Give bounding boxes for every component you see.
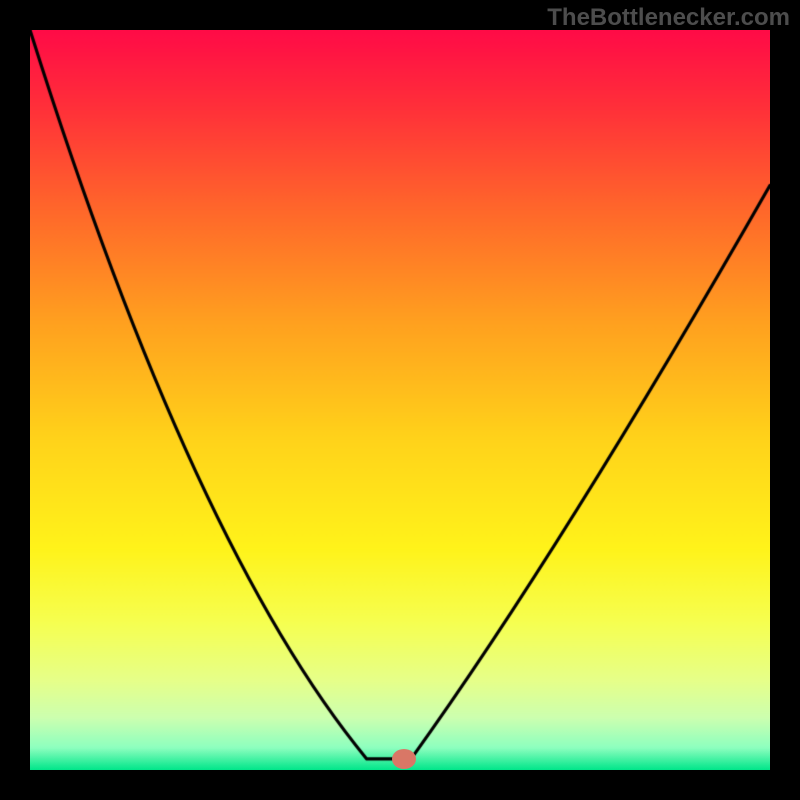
optimal-point-marker [392,749,416,769]
chart-container: TheBottlenecker.com [0,0,800,800]
bottleneck-curve [30,30,770,770]
plot-area [30,30,770,770]
watermark-text: TheBottlenecker.com [547,4,790,32]
